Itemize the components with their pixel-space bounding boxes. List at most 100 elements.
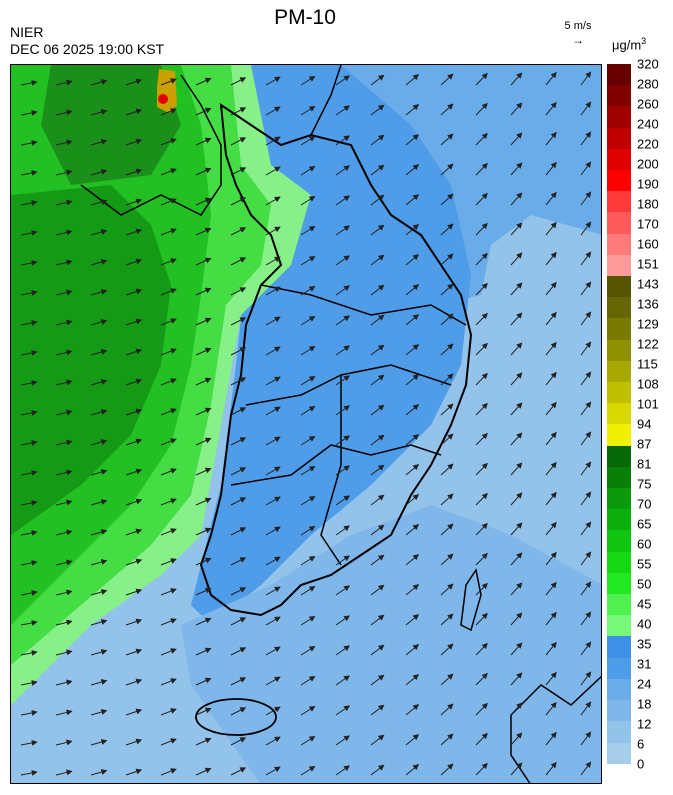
wind-arrow-icon xyxy=(195,617,212,626)
wind-arrow-icon xyxy=(580,581,592,596)
wind-arrow-icon xyxy=(20,79,38,86)
wind-arrow-icon xyxy=(90,139,108,146)
wind-arrow-icon xyxy=(335,255,351,266)
wind-arrow-icon xyxy=(545,641,557,656)
wind-arrow-icon xyxy=(160,288,177,296)
wind-arrow-icon xyxy=(370,434,385,446)
wind-arrow-icon xyxy=(510,462,523,476)
wind-arrow-icon xyxy=(370,494,385,506)
wind-arrow-icon xyxy=(125,408,143,416)
wind-arrow-icon xyxy=(580,401,592,416)
legend-color-swatch xyxy=(607,318,631,340)
wind-arrow-icon xyxy=(440,253,454,266)
province-boundary-vertical xyxy=(320,375,342,566)
wind-arrow-icon xyxy=(335,285,351,296)
wind-arrow-icon xyxy=(440,733,454,746)
wind-arrow-icon xyxy=(475,642,488,656)
wind-arrow-icon xyxy=(55,559,73,566)
wind-arrow-icon xyxy=(90,559,108,566)
wind-arrow-icon xyxy=(300,765,316,776)
wind-arrow-icon xyxy=(405,224,420,236)
legend-tick-label: 240 xyxy=(637,116,659,132)
wind-arrow-icon xyxy=(90,619,108,626)
legend-tick-labels: 0 6 12 18 24 31 35 40 45 50 55 60 65 70 75 81 87 94 101 108… xyxy=(637,57,673,784)
wind-arrow-icon xyxy=(55,739,73,746)
wind-arrow-icon xyxy=(20,469,38,476)
wind-arrow-icon xyxy=(300,75,316,86)
legend-color-swatch xyxy=(607,721,631,743)
wind-arrow-icon xyxy=(580,221,592,236)
organization-label: NIER xyxy=(10,24,44,40)
wind-arrow-icon xyxy=(265,136,281,146)
wind-arrow-icon xyxy=(370,284,385,296)
province-boundary-south xyxy=(230,444,442,486)
wind-arrow-icon xyxy=(195,287,212,296)
wind-arrow-icon xyxy=(405,764,420,776)
wind-arrow-icon xyxy=(475,372,488,386)
wind-arrow-icon xyxy=(265,676,281,686)
hotspot-marker xyxy=(158,94,168,104)
wind-arrow-icon xyxy=(125,138,143,146)
wind-arrow-icon xyxy=(510,132,523,146)
wind-arrow-icon xyxy=(300,615,316,626)
legend-color-swatch xyxy=(607,466,631,489)
wind-arrow-icon xyxy=(580,101,592,116)
unit-base: μg/m xyxy=(612,37,642,53)
legend-tick-label: 260 xyxy=(637,96,659,112)
legend-tick-label: 75 xyxy=(637,476,652,492)
legend-color-swatch xyxy=(607,403,631,425)
legend-color-swatch xyxy=(607,339,631,361)
wind-arrow-icon xyxy=(475,672,488,686)
legend-tick-label: 40 xyxy=(637,616,652,632)
wind-arrow-icon xyxy=(90,439,108,446)
wind-arrow-icon xyxy=(545,581,557,596)
wind-scale-reference: 5 m/s → xyxy=(558,20,598,46)
wind-arrow-icon xyxy=(475,762,488,776)
wind-arrow-icon xyxy=(20,139,38,146)
legend-color-swatch xyxy=(607,572,631,595)
wind-arrow-icon xyxy=(125,288,143,296)
wind-arrow-icon xyxy=(580,341,592,356)
wind-arrow-icon xyxy=(475,522,488,536)
wind-arrow-icon xyxy=(125,498,143,506)
wind-arrow-icon xyxy=(440,103,454,116)
wind-arrow-icon xyxy=(20,679,38,686)
legend-color-swatch xyxy=(607,424,631,446)
wind-arrow-icon xyxy=(335,225,351,236)
wind-arrow-icon xyxy=(335,165,351,176)
wind-arrow-icon xyxy=(580,191,592,206)
wind-arrow-icon xyxy=(125,468,143,476)
wind-arrow-icon xyxy=(125,618,143,626)
wind-arrow-icon xyxy=(440,73,454,86)
wind-arrow-icon xyxy=(195,227,212,236)
wind-arrow-icon xyxy=(20,619,38,626)
wind-arrow-icon xyxy=(90,169,108,176)
wind-arrow-icon xyxy=(55,619,73,626)
hotspot-area xyxy=(157,69,177,113)
wind-arrow-icon xyxy=(545,431,557,446)
wind-arrow-icon xyxy=(230,767,247,776)
wind-arrow-icon xyxy=(510,192,523,206)
wind-arrow-icon xyxy=(405,134,420,146)
legend-tick-label: 280 xyxy=(637,76,659,92)
wind-arrow-icon xyxy=(160,258,177,266)
wind-arrow-icon xyxy=(440,553,454,566)
wind-arrow-icon xyxy=(580,521,592,536)
wind-arrow-icon xyxy=(405,344,420,356)
wind-arrow-icon xyxy=(370,134,385,146)
wind-scale-label: 5 m/s xyxy=(564,20,592,32)
wind-arrow-icon xyxy=(55,649,73,656)
wind-arrow-icon xyxy=(125,768,143,776)
wind-arrow-icon xyxy=(510,612,523,626)
legend-tick-label: 143 xyxy=(637,276,659,292)
legend-color-swatch xyxy=(607,382,631,404)
legend-tick-label: 94 xyxy=(637,416,652,432)
legend-tick-label: 12 xyxy=(637,716,652,732)
legend-tick-label: 151 xyxy=(637,256,659,272)
wind-arrow-icon xyxy=(125,438,143,446)
wind-arrow-icon xyxy=(510,702,523,716)
wind-arrow-icon xyxy=(300,495,316,506)
wind-arrow-icon xyxy=(20,439,38,446)
wind-arrow-icon xyxy=(195,677,212,686)
wind-arrow-icon xyxy=(90,379,108,386)
